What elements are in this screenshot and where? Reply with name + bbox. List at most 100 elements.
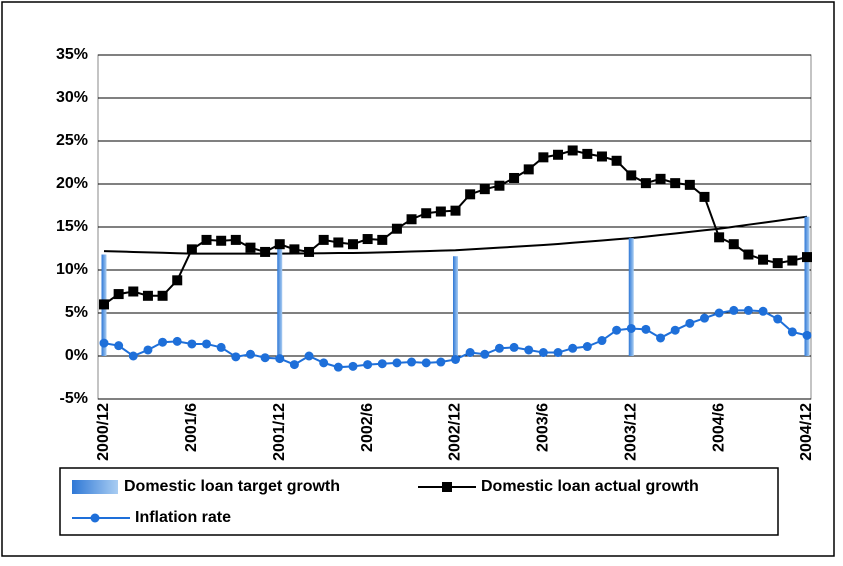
y-tick-label: 5% [65,304,88,321]
marker [99,338,109,348]
marker [216,342,226,352]
marker [465,348,475,358]
trendline [103,215,808,255]
marker [684,179,695,190]
legend-label: Inflation rate [135,509,231,526]
marker [304,351,314,361]
x-tick-label: 2004/6 [710,403,727,452]
marker [407,357,417,367]
marker [157,290,168,301]
y-tick-label: 35% [56,46,88,63]
marker [802,252,812,263]
marker [553,348,563,358]
marker [260,246,271,257]
marker [113,289,124,300]
marker [142,290,153,301]
marker [494,343,504,353]
marker [729,305,739,315]
marker [231,352,241,362]
marker [275,354,285,364]
legend [59,467,779,536]
marker [626,323,636,333]
marker [406,214,417,225]
marker [699,191,710,202]
marker [143,345,153,355]
marker [216,235,227,246]
marker [655,173,666,184]
marker [772,258,783,269]
marker [553,149,564,160]
marker [319,358,329,368]
marker [114,341,124,351]
legend-marker [90,513,100,523]
x-tick-label: 2002/12 [447,403,464,461]
legend-marker [442,482,452,492]
marker [685,318,695,328]
x-tick-label: 2003/6 [535,403,552,452]
marker [524,345,534,355]
marker [333,362,343,372]
marker [304,246,315,257]
marker [333,237,344,248]
marker [436,357,446,367]
marker [172,336,182,346]
x-tick-label: 2004/12 [798,403,815,461]
y-tick-label: 15% [56,218,88,235]
marker [392,358,402,368]
marker [377,234,388,245]
x-tick-label: 2001/6 [183,403,200,452]
marker [187,339,197,349]
marker [158,337,168,347]
marker [787,327,797,337]
marker [230,234,241,245]
marker [597,336,607,346]
marker [245,349,255,359]
marker [274,239,285,250]
marker [99,299,109,310]
marker [787,255,798,266]
marker [567,145,578,156]
legend-label: Domestic loan actual growth [481,478,699,495]
marker [568,343,578,353]
x-tick-label: 2002/6 [359,403,376,452]
marker [128,286,139,297]
x-tick-label: 2003/12 [622,403,639,461]
y-tick-label: 25% [56,132,88,149]
marker [186,244,197,255]
y-tick-label: 0% [65,347,88,364]
bar [277,248,283,356]
marker [450,205,461,216]
marker [363,360,373,370]
marker [391,223,402,234]
marker [362,234,373,245]
marker [421,358,431,368]
marker [582,148,593,159]
bar [628,238,634,356]
marker [509,172,520,183]
marker [509,342,519,352]
marker [611,155,622,166]
legend-swatch [72,480,118,494]
legend-label: Domestic loan target growth [124,478,340,495]
marker [802,330,812,340]
marker [260,353,270,363]
marker [318,234,329,245]
marker [523,164,534,175]
marker [743,305,753,315]
marker [451,354,460,364]
x-tick-label: 2001/12 [271,403,288,461]
marker [699,313,709,323]
marker [582,342,592,352]
marker [714,232,725,243]
marker [347,239,358,250]
y-tick-label: 30% [56,89,88,106]
marker [758,306,768,316]
marker [172,275,183,286]
marker [435,206,446,217]
marker [465,189,476,200]
marker [480,349,490,359]
marker [626,170,637,181]
marker [289,360,299,370]
marker [596,151,607,162]
